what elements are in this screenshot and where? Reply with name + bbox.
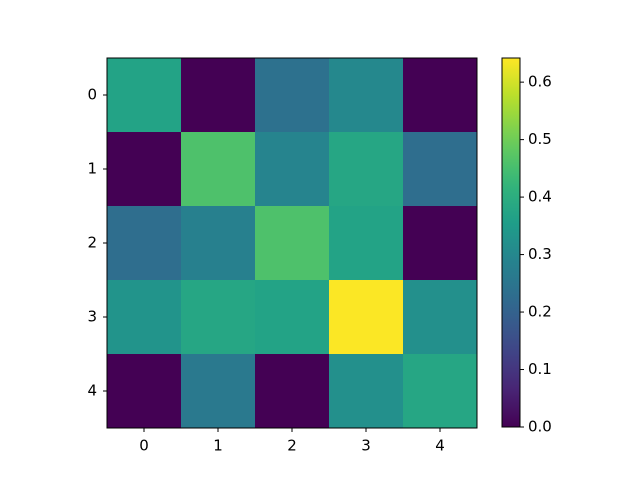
colorbar-tick-label: 0.6	[528, 73, 552, 91]
heatmap-cell	[329, 354, 404, 429]
x-tick-label: 1	[213, 437, 223, 455]
y-tick-label: 3	[87, 308, 97, 326]
heatmap-cell	[181, 354, 256, 429]
y-tick-label: 2	[87, 234, 97, 252]
heatmap-cell	[403, 354, 478, 429]
y-tick-label: 0	[87, 86, 97, 104]
heatmap-cell	[403, 132, 478, 207]
heatmap-cell	[255, 280, 330, 355]
heatmap-cell	[403, 280, 478, 355]
heatmap-cell	[329, 206, 404, 281]
heatmap-cell	[329, 58, 404, 133]
y-tick-label: 4	[87, 382, 97, 400]
heatmap-cell	[255, 132, 330, 207]
x-tick-label: 3	[361, 437, 371, 455]
heatmap-cell	[403, 58, 478, 133]
heatmap-cell	[181, 132, 256, 207]
y-tick-label: 1	[87, 160, 97, 178]
colorbar	[501, 57, 521, 428]
heatmap-cell	[107, 58, 182, 133]
colorbar-tick-label: 0.1	[528, 360, 552, 378]
x-tick-label: 2	[287, 437, 297, 455]
heatmap-cell	[403, 206, 478, 281]
heatmap-cell	[107, 280, 182, 355]
heatmap-cell	[107, 354, 182, 429]
heatmap-cell	[107, 132, 182, 207]
heatmap-cell	[181, 58, 256, 133]
heatmap-cell	[255, 354, 330, 429]
colorbar-tick-label: 0.2	[528, 303, 552, 321]
heatmap-cell	[107, 206, 182, 281]
x-tick-label: 0	[139, 437, 149, 455]
colorbar-tick-label: 0.3	[528, 245, 552, 263]
heatmap-cell	[329, 280, 404, 355]
heatmap-cell	[329, 132, 404, 207]
heatmap-cell	[181, 280, 256, 355]
colorbar-tick-label: 0.5	[528, 130, 552, 148]
heatmap-cell	[255, 206, 330, 281]
colorbar-tick-label: 0.0	[528, 418, 552, 436]
heatmap-cell	[181, 206, 256, 281]
x-tick-label: 4	[435, 437, 445, 455]
heatmap-cell	[255, 58, 330, 133]
colorbar-tick-label: 0.4	[528, 188, 552, 206]
